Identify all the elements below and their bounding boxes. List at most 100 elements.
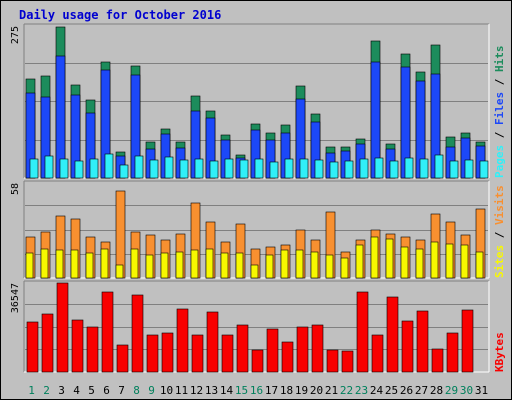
bar-sites-day-5: [85, 252, 94, 279]
series-pages: [29, 153, 489, 179]
bar-kbytes-day-22: [341, 350, 354, 373]
bar-sites-day-19: [295, 249, 304, 279]
bar-kbytes-day-29: [446, 332, 459, 373]
x-tick-label: 4: [73, 384, 80, 397]
bar-sites-day-2: [40, 248, 49, 279]
bar-kbytes-day-4: [71, 319, 84, 373]
x-tick-label: 12: [190, 384, 203, 397]
x-tick-label: 6: [103, 384, 110, 397]
bar-sites-day-4: [70, 249, 79, 279]
bar-kbytes-day-13: [206, 311, 219, 373]
bar-pages-day-12: [194, 158, 204, 179]
bar-sites-day-20: [310, 251, 319, 279]
bar-sites-day-14: [220, 252, 229, 279]
bar-kbytes-day-25: [386, 296, 399, 373]
x-tick-label: 26: [400, 384, 413, 397]
bar-kbytes-day-2: [41, 313, 54, 373]
bar-kbytes-day-21: [326, 349, 339, 373]
bar-pages-day-5: [89, 158, 99, 179]
x-tick-labels: 1 2 3 4 5 6 7 8 9 10 11 12 13 14 15 16 17 18 19 20 21 22 23 24 2…: [28, 384, 488, 397]
x-tick-label: 19: [295, 384, 308, 397]
legend-entry-sites: Sites: [493, 245, 506, 278]
x-tick-label: 17: [265, 384, 278, 397]
x-tick-label: 7: [118, 384, 125, 397]
panel-kbytes: 36547: [10, 280, 490, 373]
bar-kbytes-day-17: [266, 328, 279, 373]
bar-pages-day-8: [134, 155, 144, 179]
panel-visits-sites: 58: [10, 180, 490, 279]
bar-sites-day-28: [430, 241, 439, 279]
series-sites: [25, 236, 484, 279]
bar-kbytes-day-27: [416, 310, 429, 373]
bar-sites-day-30: [460, 244, 469, 279]
bar-pages-day-13: [209, 160, 219, 179]
bar-pages-day-11: [179, 159, 189, 179]
bar-sites-day-23: [355, 244, 364, 279]
bar-sites-day-1: [25, 252, 34, 279]
x-tick-label: 31: [475, 384, 488, 397]
bar-sites-day-12: [190, 249, 199, 279]
bar-kbytes-day-7: [116, 344, 129, 373]
x-tick-label: 3: [58, 384, 65, 397]
legend-entry-visits: Visits: [493, 185, 506, 225]
bar-kbytes-day-3: [56, 282, 69, 373]
series-kbytes: [26, 282, 474, 373]
bar-pages-day-23: [359, 158, 369, 179]
legend-separator: /: [493, 72, 506, 92]
legend-entry-kbytes: KBytes: [493, 332, 506, 372]
bar-sites-day-25: [385, 238, 394, 279]
bar-pages-day-22: [344, 160, 354, 179]
x-tick-label: 27: [415, 384, 428, 397]
bar-kbytes-day-26: [401, 320, 414, 373]
legend-hits-files-pages: Pages / Files / Hits: [493, 46, 506, 179]
bar-kbytes-day-12: [191, 334, 204, 373]
x-tick-label: 28: [430, 384, 443, 397]
legend-separator: /: [493, 125, 506, 145]
x-tick-label: 22: [340, 384, 353, 397]
legend-entry-hits: Hits: [493, 46, 506, 73]
x-tick-label: 16: [250, 384, 263, 397]
bar-kbytes-day-11: [176, 308, 189, 373]
bar-kbytes-day-14: [221, 334, 234, 373]
x-tick-label: 29: [445, 384, 458, 397]
x-tick-label: 1: [28, 384, 35, 397]
bar-pages-day-1: [29, 158, 39, 179]
x-tick-label: 30: [460, 384, 473, 397]
bar-sites-day-15: [235, 252, 244, 279]
bar-pages-day-3: [59, 158, 69, 179]
x-tick-label: 15: [235, 384, 248, 397]
bar-kbytes-day-30: [461, 309, 474, 373]
legend-entry-pages: Pages: [493, 145, 506, 178]
bar-pages-day-29: [449, 160, 459, 179]
x-tick-label: 21: [325, 384, 338, 397]
bar-pages-day-18: [284, 158, 294, 179]
bar-kbytes-day-18: [281, 341, 294, 373]
bar-sites-day-26: [400, 246, 409, 279]
bar-sites-day-8: [130, 248, 139, 279]
bar-pages-day-17: [269, 161, 279, 179]
y-max-label: 275: [10, 26, 21, 44]
bar-pages-day-25: [389, 160, 399, 179]
bar-kbytes-day-28: [431, 348, 444, 373]
x-tick-label: 11: [175, 384, 188, 397]
bar-sites-day-3: [55, 249, 64, 279]
legend-entry-files: Files: [493, 92, 506, 125]
x-tick-label: 5: [88, 384, 95, 397]
x-tick-label: 24: [370, 384, 384, 397]
bar-sites-day-11: [175, 251, 184, 279]
bar-sites-day-21: [325, 254, 334, 279]
bar-sites-day-17: [265, 254, 274, 279]
chart-panels: 275 58 36547: [10, 23, 490, 373]
legend-separator: /: [493, 225, 506, 245]
bar-pages-day-2: [44, 155, 54, 179]
chart-title: Daily usage for October 2016: [19, 8, 221, 22]
bar-sites-day-16: [250, 264, 259, 279]
x-tick-label: 18: [280, 384, 293, 397]
bar-sites-day-7: [115, 264, 124, 279]
legend-kbytes: KBytes: [493, 332, 506, 372]
bar-kbytes-day-1: [26, 321, 39, 373]
x-tick-label: 2: [43, 384, 50, 397]
y-max-label: 58: [10, 183, 21, 195]
